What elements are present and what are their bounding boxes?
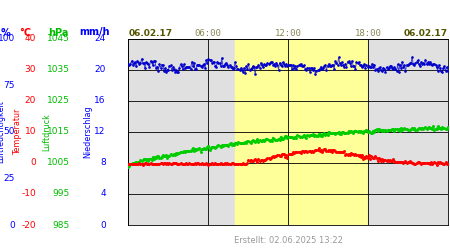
Text: Erstellt: 02.06.2025 13:22: Erstellt: 02.06.2025 13:22 [234,236,342,245]
Text: Temperatur: Temperatur [14,109,22,155]
Text: 12: 12 [94,127,106,136]
Text: 40: 40 [25,34,36,43]
Text: 4: 4 [100,190,106,198]
Text: 0: 0 [100,220,106,230]
Text: 20: 20 [25,96,36,105]
Text: 18:00: 18:00 [355,28,381,38]
Text: 06:00: 06:00 [195,28,221,38]
Text: 24: 24 [94,34,106,43]
Text: Niederschlag: Niederschlag [83,106,92,158]
Text: 75: 75 [3,81,15,90]
Text: 1015: 1015 [47,127,70,136]
Text: 20: 20 [94,65,106,74]
Text: hPa: hPa [48,28,69,38]
Bar [235,39,368,225]
Text: 8: 8 [100,158,106,168]
Text: 06.02.17: 06.02.17 [404,28,448,38]
Text: 100: 100 [0,34,15,43]
Text: 06.02.17: 06.02.17 [128,28,172,38]
Text: -10: -10 [21,190,36,198]
Text: 0: 0 [9,220,15,230]
Text: 985: 985 [53,220,70,230]
Text: 16: 16 [94,96,106,105]
Bar [128,39,235,225]
Text: mm/h: mm/h [79,28,110,38]
Text: 30: 30 [24,65,36,74]
Text: 1045: 1045 [47,34,70,43]
Text: 50: 50 [3,127,15,136]
Text: Luftfeuchtigkeit: Luftfeuchtigkeit [0,100,5,163]
Text: %: % [1,28,11,38]
Text: 10: 10 [24,127,36,136]
Text: 1005: 1005 [47,158,70,168]
Text: 12:00: 12:00 [274,28,302,38]
Text: -20: -20 [22,220,36,230]
Text: 1025: 1025 [47,96,70,105]
Text: Luftdruck: Luftdruck [43,113,52,151]
Text: 25: 25 [4,174,15,183]
Text: 995: 995 [53,190,70,198]
Text: 1035: 1035 [47,65,70,74]
Bar [368,39,448,225]
Text: 0: 0 [30,158,36,168]
Text: °C: °C [19,28,31,38]
